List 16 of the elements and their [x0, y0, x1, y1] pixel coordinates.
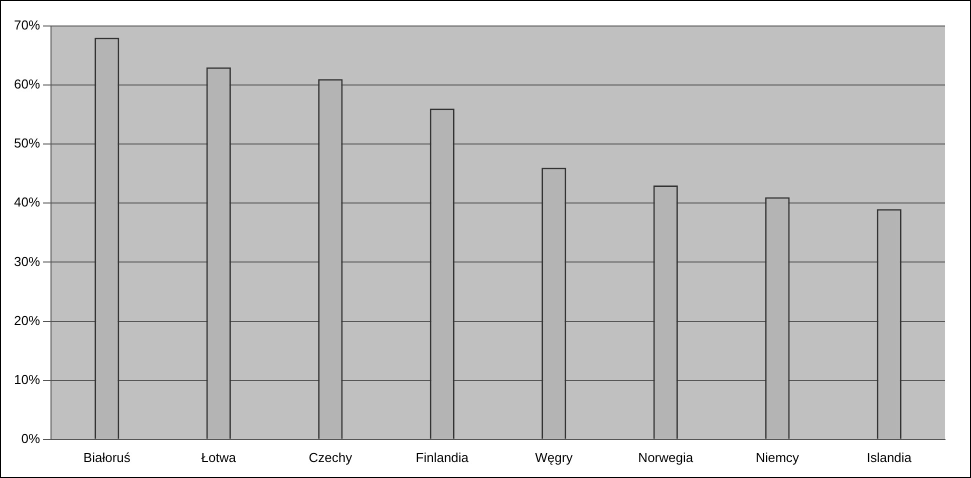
x-tick-label: Węgry	[535, 450, 574, 465]
y-tick-label: 20%	[14, 312, 40, 328]
x-tick-label: Finlandia	[416, 450, 470, 465]
y-tick-label: 10%	[14, 372, 40, 387]
y-tick-label: 0%	[21, 430, 40, 446]
y-tick-label: 50%	[14, 136, 40, 151]
y-tick-label: 30%	[14, 254, 40, 269]
x-tick-label: Białoruś	[83, 450, 131, 465]
y-tick-label: 60%	[14, 76, 40, 92]
x-tick-label: Łotwa	[201, 450, 237, 465]
y-tick-label: 40%	[14, 194, 40, 210]
x-tick-label: Czechy	[308, 450, 353, 465]
x-tick-label: Niemcy	[756, 450, 800, 465]
x-tick-label: Islandia	[866, 450, 912, 465]
x-tick-label: Norwegia	[638, 450, 694, 465]
y-tick-label: 70%	[14, 18, 40, 33]
